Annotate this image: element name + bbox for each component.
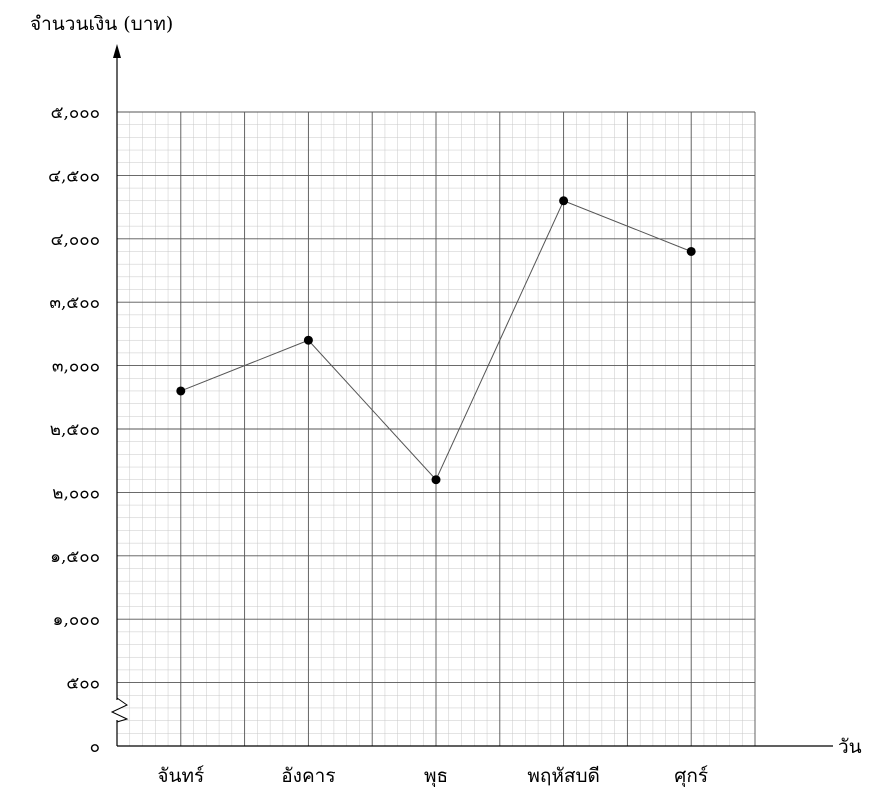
x-tick-label: จันทร์ bbox=[157, 765, 204, 787]
y-tick-label: ๐ bbox=[90, 737, 100, 757]
y-tick-label: ๔,๐๐๐ bbox=[51, 230, 100, 250]
y-tick-label: ๕๐๐ bbox=[66, 674, 100, 694]
y-tick-label: ๑,๐๐๐ bbox=[53, 610, 100, 630]
major-grid bbox=[116, 111, 756, 747]
y-tick-labels: ๐ ๕๐๐ ๑,๐๐๐ ๑,๕๐๐ ๒,๐๐๐ ๒,๕๐๐ ๓,๐๐๐ ๓,๕๐๐ ๔,๐๐๐ ๔… bbox=[48, 103, 100, 757]
x-tick-label: ศุกร์ bbox=[674, 765, 708, 788]
x-axis-title: วัน bbox=[838, 736, 862, 758]
y-axis-arrow bbox=[113, 44, 121, 58]
y-axis-title: จำนวนเงิน (บาท) bbox=[30, 13, 173, 35]
series bbox=[176, 196, 696, 485]
data-point bbox=[303, 335, 313, 345]
y-tick-label: ๒,๕๐๐ bbox=[50, 420, 100, 440]
x-tick-labels: จันทร์ อังคาร พุธ พฤหัสบดี ศุกร์ bbox=[157, 765, 708, 788]
x-tick-label: พฤหัสบดี bbox=[527, 765, 600, 787]
axes bbox=[110, 44, 833, 747]
x-tick-label: อังคาร bbox=[281, 765, 335, 787]
y-tick-label: ๓,๕๐๐ bbox=[49, 293, 100, 313]
y-tick-label: ๑,๕๐๐ bbox=[50, 547, 100, 567]
y-tick-label: ๔,๕๐๐ bbox=[48, 166, 100, 186]
y-tick-label: ๕,๐๐๐ bbox=[51, 103, 100, 123]
axis-break-icon bbox=[110, 697, 129, 723]
data-point bbox=[559, 196, 569, 206]
y-tick-label: ๓,๐๐๐ bbox=[52, 357, 100, 377]
data-point bbox=[176, 386, 186, 396]
y-tick-label: ๒,๐๐๐ bbox=[52, 483, 100, 503]
data-point bbox=[686, 246, 696, 256]
x-tick-label: พุธ bbox=[424, 765, 448, 788]
data-point bbox=[431, 475, 441, 485]
